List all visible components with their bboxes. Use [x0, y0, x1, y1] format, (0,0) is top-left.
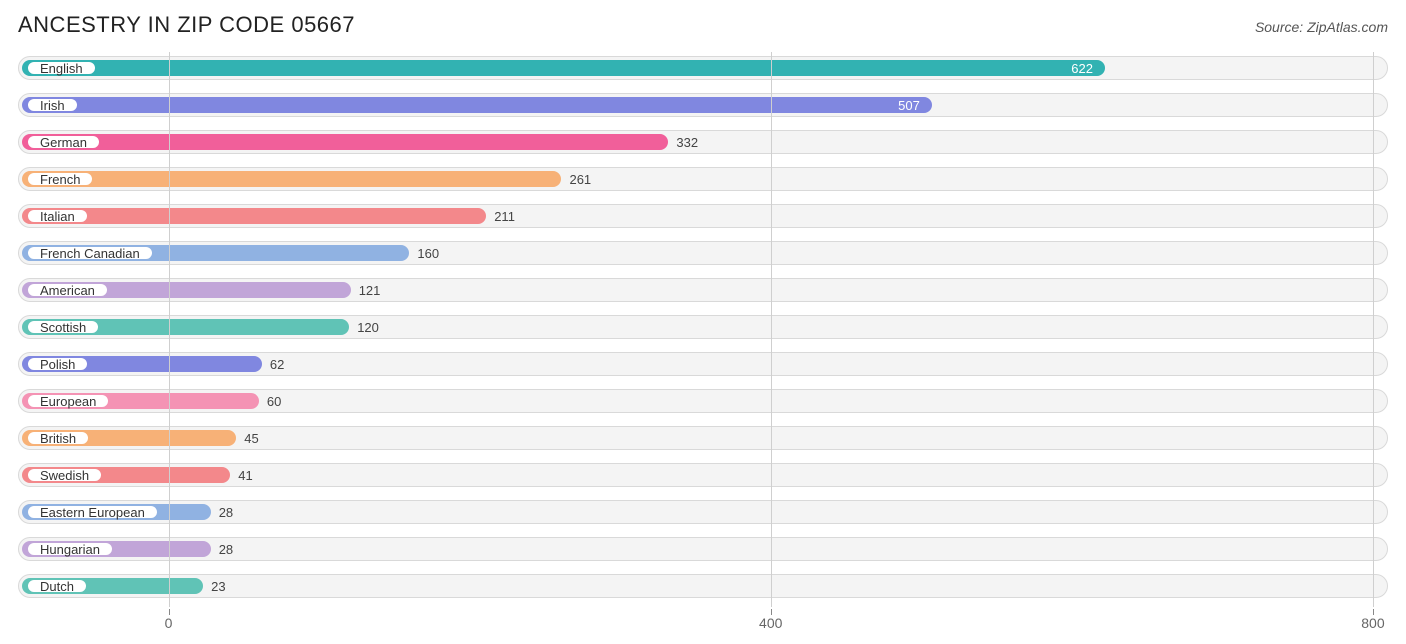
chart-title: ANCESTRY IN ZIP CODE 05667: [18, 12, 355, 38]
gridline: [169, 52, 170, 607]
bar-value: 507: [18, 97, 932, 113]
bar-value: 211: [486, 208, 515, 224]
bar-value: 62: [262, 356, 284, 372]
bar-row: Scottish 120: [18, 311, 1388, 345]
bar: [22, 208, 486, 224]
bar-row: German 332: [18, 126, 1388, 160]
bar-label-pill: French: [26, 171, 94, 187]
bar-row: Dutch 23: [18, 570, 1388, 604]
chart: English622Irish507 German 332 French 261 Ital…: [18, 52, 1388, 637]
bar-value: 45: [236, 430, 258, 446]
bar-value: 28: [211, 504, 233, 520]
bar-row: French Canadian 160: [18, 237, 1388, 271]
bar-label-pill: British: [26, 430, 90, 446]
bar-row: Hungarian 28: [18, 533, 1388, 567]
bar-value: 160: [409, 245, 439, 261]
chart-source: Source: ZipAtlas.com: [1255, 19, 1388, 35]
bar-row: English622: [18, 52, 1388, 86]
bar-label-pill: Polish: [26, 356, 89, 372]
x-tick-label: 400: [759, 615, 782, 631]
bar-row: Swedish 41: [18, 459, 1388, 493]
bar-label-pill: European: [26, 393, 110, 409]
x-tick-label: 800: [1361, 615, 1384, 631]
bar-value: 622: [18, 60, 1105, 76]
bar-value: 121: [351, 282, 381, 298]
bar-row: British 45: [18, 422, 1388, 456]
gridline: [771, 52, 772, 607]
bar-label-pill: Eastern European: [26, 504, 159, 520]
header: ANCESTRY IN ZIP CODE 05667 Source: ZipAt…: [18, 12, 1388, 38]
bar-row: American 121: [18, 274, 1388, 308]
bar-row: Polish 62: [18, 348, 1388, 382]
plot-area: English622Irish507 German 332 French 261 Ital…: [18, 52, 1388, 607]
bar-row: Italian 211: [18, 200, 1388, 234]
bar-value: 332: [668, 134, 698, 150]
bar-label-pill: Swedish: [26, 467, 103, 483]
x-axis: 0 400 800: [18, 609, 1388, 637]
bar-value: 261: [561, 171, 591, 187]
bar-value: 23: [203, 578, 225, 594]
bar-label-pill: Scottish: [26, 319, 100, 335]
bar: [22, 134, 668, 150]
bar-label-pill: Italian: [26, 208, 89, 224]
bar-row: Eastern European 28: [18, 496, 1388, 530]
bar-value: 41: [230, 467, 252, 483]
bar-label-pill: Hungarian: [26, 541, 114, 557]
bar-row: Irish507: [18, 89, 1388, 123]
bar: [22, 171, 561, 187]
bar-row: European 60: [18, 385, 1388, 419]
chart-container: ANCESTRY IN ZIP CODE 05667 Source: ZipAt…: [0, 0, 1406, 644]
bar-label-pill: French Canadian: [26, 245, 154, 261]
bar-label-pill: American: [26, 282, 109, 298]
bar-label-pill: German: [26, 134, 101, 150]
bar-label-pill: Dutch: [26, 578, 88, 594]
x-tick-label: 0: [165, 615, 173, 631]
gridline: [1373, 52, 1374, 607]
bar-value: 60: [259, 393, 281, 409]
bar-value: 120: [349, 319, 379, 335]
bar-row: French 261: [18, 163, 1388, 197]
bar-value: 28: [211, 541, 233, 557]
